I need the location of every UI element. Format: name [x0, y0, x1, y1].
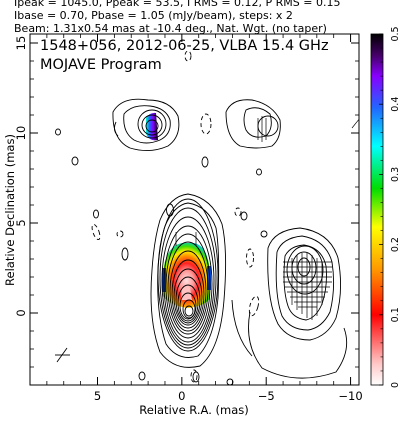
header-stats-line: Ipeak = 1045.0, Ppeak = 53.5, I RMS = 0.…	[14, 0, 341, 9]
negative-contour	[200, 113, 212, 135]
y-tick-label: 15	[14, 36, 28, 51]
core-contour	[184, 305, 194, 317]
north-knot-contour	[123, 105, 171, 144]
noise-contour	[201, 156, 209, 168]
extended-contour	[248, 311, 348, 379]
colorbar-tick-label: 0	[390, 382, 401, 388]
north-knot-contour	[141, 114, 163, 136]
negative-contour	[190, 369, 198, 383]
north-knot-contour	[112, 98, 180, 151]
knot-contour	[225, 99, 281, 149]
west-knot-contour	[291, 251, 317, 285]
plot-title: 1548+056, 2012-06-25, VLBA 15.4 GHz	[40, 38, 329, 54]
core-contour	[167, 241, 209, 335]
noise-contour	[192, 371, 200, 383]
negative-contour	[248, 295, 260, 317]
noise-contour	[240, 211, 248, 221]
y-tick-label: 10	[14, 126, 28, 141]
x-tick-label: 0	[178, 389, 185, 403]
core-contour	[182, 299, 196, 319]
north-knot-contour	[145, 119, 159, 133]
noise-contour	[71, 156, 79, 166]
noise-contour	[256, 168, 262, 176]
colorbar-tick-label: 0.1	[390, 307, 401, 322]
extended-contour	[231, 299, 253, 357]
core-contour	[179, 292, 197, 320]
plot-frame	[29, 33, 360, 386]
core-contour	[161, 216, 215, 346]
core-contour	[165, 233, 211, 339]
polarization-vectors	[175, 116, 359, 320]
west-knot-contour	[275, 235, 335, 331]
core-contour	[173, 268, 203, 326]
intensity-contours	[55, 50, 348, 385]
core-contour	[159, 207, 217, 349]
negative-contour	[246, 248, 254, 268]
negative-contour	[116, 230, 124, 238]
negative-contour	[234, 207, 242, 217]
north-knot-contour	[113, 121, 119, 137]
plot-subtitle: MOJAVE Program	[40, 57, 162, 73]
core-contour	[169, 250, 207, 332]
noise-contour	[55, 128, 61, 136]
noise-contour	[226, 378, 234, 385]
core-contour	[177, 284, 199, 322]
x-axis-label: Relative R.A. (mas)	[139, 403, 248, 417]
core-contour	[157, 202, 220, 358]
negative-contour	[91, 223, 101, 241]
colorbar-tick-label: 0.4	[390, 97, 401, 112]
y-tick-label: 0	[14, 309, 28, 316]
noise-contour	[93, 209, 99, 219]
colorbar	[370, 33, 384, 386]
colorbar-tick-label: 0.5	[390, 26, 401, 41]
header-beam-line: Beam: 1.31x0.54 mas at -10.4 deg., Nat. …	[14, 22, 327, 35]
noise-contour	[138, 371, 146, 381]
core-contour	[163, 225, 213, 343]
core-outer-contour	[150, 193, 227, 368]
north-knot-contour	[137, 109, 167, 139]
polarization-colormap	[146, 112, 211, 308]
colorbar-ticks: 0 0.1 0.2 0.3 0.4 0.5	[379, 26, 401, 388]
noise-contour	[121, 247, 129, 261]
tick-labels: 5 0 −5 −10 0 5 10 15	[14, 36, 363, 403]
beam-marker	[55, 347, 70, 363]
west-knot-contour	[286, 245, 324, 295]
west-knot-contour	[267, 227, 341, 341]
minor-ticks	[29, 34, 359, 386]
major-ticks	[30, 34, 359, 385]
header-base-line: Ibase = 0.70, Pbase = 1.05 (mJy/beam), s…	[14, 9, 293, 22]
y-axis-label: Relative Declination (mas)	[3, 134, 17, 286]
x-tick-label: −5	[258, 389, 275, 403]
y-tick-label: 5	[14, 219, 28, 226]
core-contour	[175, 276, 201, 324]
noise-contour	[166, 203, 174, 217]
colorbar-tick-label: 0.2	[390, 237, 401, 252]
noise-contour	[260, 230, 268, 238]
colorbar-tick-label: 0.3	[390, 167, 401, 182]
core-contour	[171, 259, 205, 329]
x-tick-label: −10	[338, 389, 362, 403]
x-tick-label: 5	[94, 389, 101, 403]
negative-contour	[184, 50, 192, 62]
